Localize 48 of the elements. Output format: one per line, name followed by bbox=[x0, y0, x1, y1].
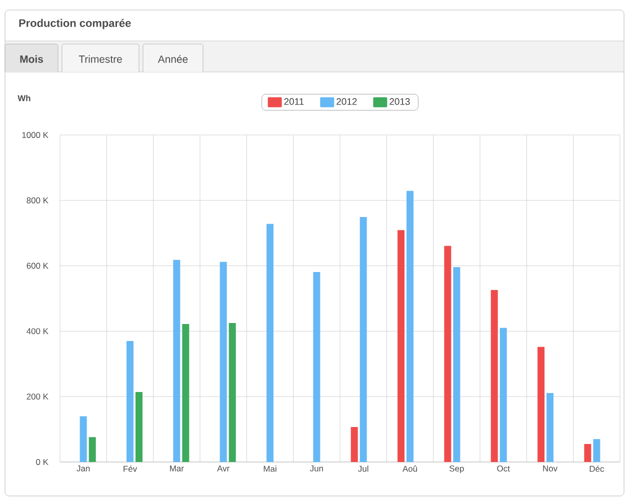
x-tick-label: Déc bbox=[590, 466, 604, 472]
y-tick-label: 0 K bbox=[36, 458, 48, 465]
y-tick-label: 800 K bbox=[26, 197, 48, 204]
text: Trimestre bbox=[78, 55, 122, 63]
y-axis-title: Wh bbox=[18, 94, 30, 102]
bar bbox=[546, 392, 554, 462]
y-tick-label: 1000 K bbox=[22, 132, 48, 138]
bar bbox=[593, 439, 600, 462]
bar bbox=[182, 324, 190, 462]
x-tick-label: Oct bbox=[497, 466, 510, 472]
bar bbox=[360, 217, 367, 462]
bar bbox=[220, 262, 227, 462]
legend-label: 2011 bbox=[284, 98, 304, 105]
bar bbox=[406, 190, 414, 462]
chart-title: Production comparée bbox=[19, 18, 131, 30]
x-tick-label: Mar bbox=[170, 466, 184, 472]
bar bbox=[490, 290, 498, 462]
bar bbox=[538, 346, 545, 462]
bar bbox=[444, 246, 452, 462]
x-tick-label: Jun bbox=[310, 466, 323, 472]
bar bbox=[266, 224, 274, 462]
bar bbox=[453, 267, 460, 462]
x-tick-label: Mai bbox=[264, 466, 276, 472]
text: Mois bbox=[20, 55, 43, 63]
x-tick-label: Fév bbox=[124, 466, 138, 472]
bar bbox=[228, 323, 236, 462]
bar bbox=[136, 392, 143, 462]
bar bbox=[398, 230, 405, 462]
y-tick-label: 400 K bbox=[26, 328, 48, 334]
x-tick-label: Jan bbox=[76, 466, 90, 472]
x-tick-label: Avr bbox=[217, 466, 230, 472]
bar bbox=[350, 426, 358, 462]
bar bbox=[80, 416, 87, 462]
bar bbox=[584, 444, 592, 462]
legend-label: 2012 bbox=[336, 98, 357, 105]
bar bbox=[313, 272, 320, 462]
bar bbox=[173, 260, 180, 462]
bar bbox=[500, 328, 507, 462]
x-tick-label: Sep bbox=[450, 466, 464, 474]
text: Année bbox=[158, 55, 188, 63]
x-tick-label: Jul bbox=[358, 466, 368, 472]
legend-label: 2013 bbox=[390, 98, 410, 105]
y-tick-label: 200 K bbox=[26, 394, 48, 400]
bar bbox=[88, 437, 96, 462]
x-tick-label: Aoû bbox=[402, 466, 417, 472]
y-tick-label: 600 K bbox=[26, 262, 48, 269]
bar bbox=[126, 340, 134, 462]
x-tick-label: Nov bbox=[543, 466, 558, 472]
